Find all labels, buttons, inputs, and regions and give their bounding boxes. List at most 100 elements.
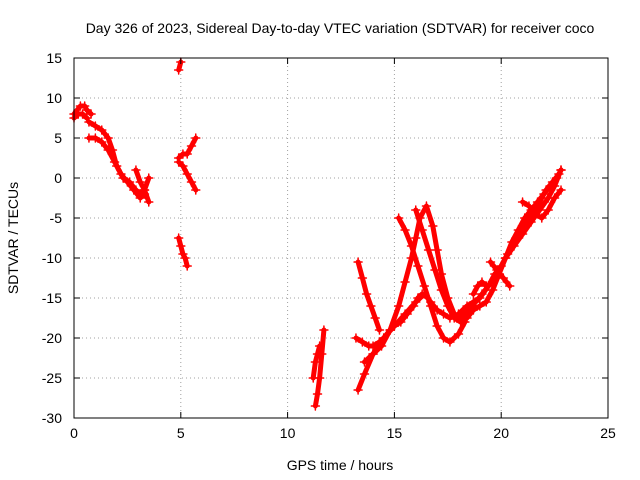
axis-ticks: 0 5 10 15 20 25 -30 -25 -20 -15 -10 -5 0 5 10 15 bbox=[42, 50, 616, 441]
data-point bbox=[353, 385, 363, 395]
series-track bbox=[460, 171, 562, 321]
data-point bbox=[504, 281, 515, 291]
series-track bbox=[488, 259, 513, 289]
data-point bbox=[86, 109, 96, 119]
y-tick-label: -25 bbox=[42, 370, 62, 386]
data-point bbox=[425, 301, 436, 311]
x-tick-label: 15 bbox=[387, 425, 403, 441]
data-point bbox=[432, 245, 442, 255]
data-point bbox=[413, 293, 423, 303]
data-series bbox=[69, 57, 566, 411]
data-point bbox=[393, 213, 404, 223]
data-point bbox=[438, 309, 449, 319]
data-point bbox=[477, 289, 487, 299]
data-point bbox=[97, 125, 107, 135]
y-tick-label: -20 bbox=[42, 330, 62, 346]
data-point bbox=[84, 117, 94, 127]
series-arc-14 bbox=[353, 257, 385, 335]
data-point bbox=[428, 221, 438, 231]
data-point bbox=[534, 197, 545, 207]
data-point bbox=[458, 313, 468, 323]
y-tick-label: -30 bbox=[42, 410, 62, 426]
data-point bbox=[485, 257, 496, 267]
plot-frame bbox=[73, 57, 609, 419]
series-arc-9 bbox=[173, 233, 192, 271]
data-point bbox=[131, 165, 141, 175]
data-point bbox=[498, 273, 509, 283]
data-point bbox=[492, 265, 502, 275]
x-axis-label: GPS time / hours bbox=[287, 457, 394, 473]
series-track bbox=[355, 167, 564, 393]
series-arc-16 bbox=[393, 213, 470, 347]
data-point bbox=[368, 349, 378, 359]
data-point bbox=[408, 301, 419, 311]
data-point bbox=[173, 157, 184, 167]
data-point bbox=[353, 257, 363, 267]
data-point bbox=[357, 337, 368, 347]
data-point bbox=[186, 141, 197, 151]
data-point bbox=[413, 261, 423, 271]
data-point bbox=[406, 241, 417, 251]
data-point bbox=[464, 305, 474, 315]
data-point bbox=[308, 373, 318, 383]
data-point bbox=[182, 149, 192, 159]
series-track bbox=[470, 279, 489, 297]
data-point bbox=[359, 369, 370, 379]
data-point bbox=[509, 237, 519, 247]
series-arc-20 bbox=[485, 257, 515, 291]
data-point bbox=[182, 169, 192, 179]
data-point bbox=[191, 133, 201, 143]
data-point bbox=[90, 133, 101, 143]
data-point bbox=[524, 201, 534, 211]
data-point bbox=[419, 281, 430, 291]
data-point bbox=[370, 313, 380, 323]
series-track bbox=[310, 343, 323, 381]
data-point bbox=[312, 349, 323, 359]
data-point bbox=[554, 169, 564, 179]
data-point bbox=[396, 317, 406, 327]
data-point bbox=[449, 313, 459, 323]
data-point bbox=[423, 245, 434, 255]
x-tick-label: 5 bbox=[177, 425, 185, 441]
data-point bbox=[144, 173, 154, 183]
y-tick-label: -5 bbox=[50, 210, 63, 226]
data-point bbox=[475, 301, 485, 311]
data-point bbox=[502, 249, 513, 259]
data-point bbox=[176, 241, 186, 251]
data-point bbox=[129, 185, 139, 195]
data-point bbox=[530, 209, 541, 219]
data-point bbox=[139, 185, 150, 195]
data-point bbox=[182, 261, 192, 271]
data-point bbox=[376, 341, 387, 351]
y-tick-label: -15 bbox=[42, 290, 62, 306]
data-point bbox=[470, 297, 481, 307]
series-arc-6 bbox=[173, 57, 186, 75]
data-point bbox=[186, 177, 197, 187]
data-point bbox=[400, 225, 410, 235]
data-point bbox=[173, 233, 184, 243]
y-axis-label: SDTVAR / TECUs bbox=[5, 182, 21, 294]
data-point bbox=[402, 309, 412, 319]
data-point bbox=[436, 285, 447, 295]
series-arc-5 bbox=[131, 165, 154, 207]
data-point bbox=[103, 145, 113, 155]
x-tick-label: 0 bbox=[70, 425, 78, 441]
data-point bbox=[319, 325, 329, 335]
data-point bbox=[109, 157, 120, 167]
data-point bbox=[496, 261, 506, 271]
data-point bbox=[173, 65, 184, 75]
data-point bbox=[116, 169, 126, 179]
data-point bbox=[438, 333, 449, 343]
data-point bbox=[122, 177, 133, 187]
x-tick-label: 25 bbox=[600, 425, 616, 441]
y-tick-label: 0 bbox=[54, 170, 62, 186]
data-point bbox=[400, 277, 410, 287]
data-point bbox=[549, 193, 560, 203]
data-point bbox=[515, 225, 526, 235]
series-arc-8 bbox=[173, 157, 201, 195]
data-point bbox=[481, 297, 491, 307]
series-track bbox=[355, 259, 382, 333]
y-tick-label: 15 bbox=[46, 50, 62, 66]
data-point bbox=[487, 285, 498, 295]
